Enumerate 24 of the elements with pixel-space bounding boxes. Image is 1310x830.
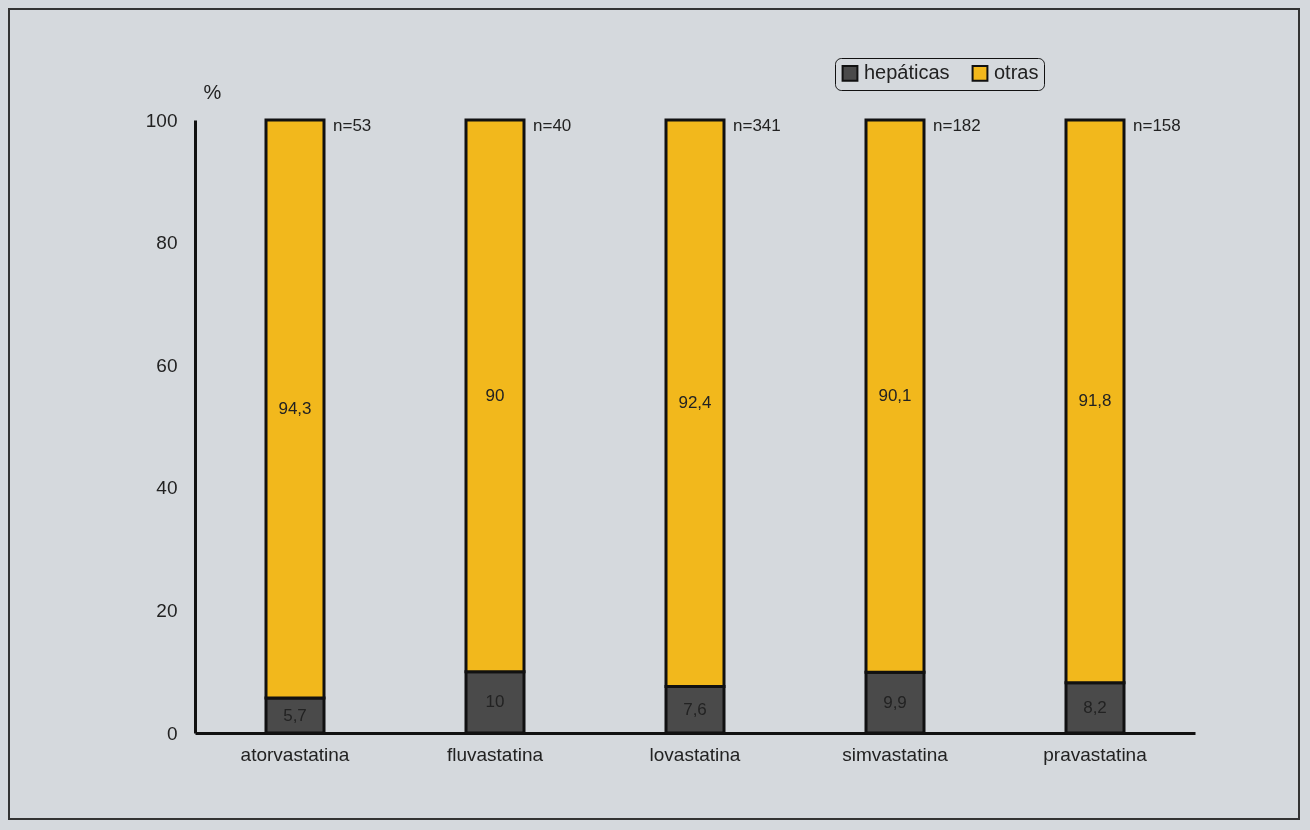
data-label: 90 [485, 385, 505, 405]
y-tick-label: 100 [145, 109, 178, 131]
y-tick-label: 20 [156, 599, 178, 621]
data-label: 91,8 [1078, 391, 1112, 411]
legend-label: otras [994, 61, 1039, 84]
x-tick-label: fluvastatina [446, 743, 544, 765]
annotation: n=53 [333, 116, 372, 135]
y-axis-title: % [203, 80, 222, 103]
y-tick-label: 0 [166, 722, 178, 744]
y-tick-label: 60 [156, 354, 178, 376]
x-tick-label: atorvastatina [240, 743, 350, 765]
x-tick-label: lovastatina [649, 743, 741, 765]
annotation: n=341 [733, 116, 781, 135]
annotation: n=158 [1133, 116, 1181, 135]
y-tick-label: 80 [156, 232, 178, 254]
data-label: 92,4 [678, 393, 712, 413]
y-tick-label: 40 [156, 477, 178, 499]
legend-label: hepáticas [864, 61, 950, 84]
annotation: n=182 [933, 116, 981, 135]
x-tick-label: simvastatina [842, 743, 949, 765]
data-label: 94,3 [278, 399, 312, 419]
annotation: n=40 [533, 116, 572, 135]
data-label: 90,1 [878, 386, 912, 406]
x-tick-label: pravastatina [1043, 743, 1148, 765]
